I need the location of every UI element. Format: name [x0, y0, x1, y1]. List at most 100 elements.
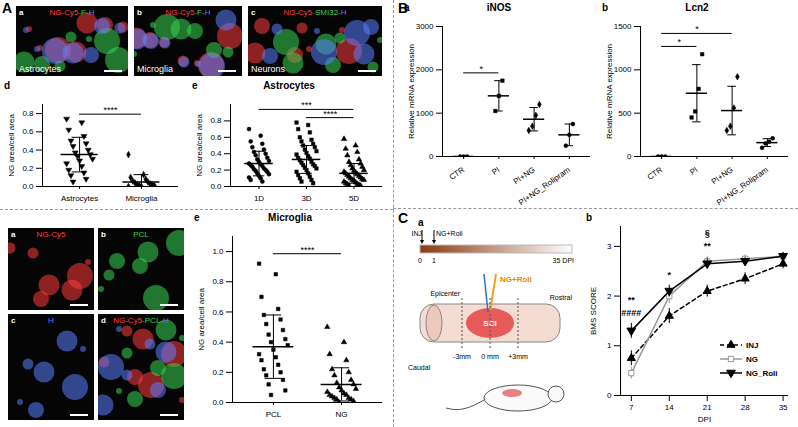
svg-text:*: * — [695, 24, 699, 34]
svg-text:Microglia: Microglia — [125, 194, 158, 203]
svg-text:INJ: INJ — [412, 230, 423, 237]
svg-text:0.8: 0.8 — [212, 277, 224, 286]
svg-text:+3mm: +3mm — [508, 353, 528, 360]
svg-text:0 mm: 0 mm — [481, 353, 499, 360]
svg-text:DPI: DPI — [698, 415, 711, 424]
svg-text:0.8: 0.8 — [210, 116, 222, 125]
svg-text:PI+NG_Rolipram: PI+NG_Rolipram — [517, 165, 572, 207]
svg-text:3: 3 — [607, 242, 612, 251]
svg-text:PI+NG: PI+NG — [710, 165, 735, 186]
svg-text:1: 1 — [607, 341, 612, 350]
svg-text:a: a — [418, 217, 424, 228]
svg-text:Astrocytes: Astrocytes — [19, 64, 62, 74]
svg-text:§: § — [705, 228, 710, 238]
svg-text:Microglia: Microglia — [137, 64, 173, 74]
svg-text:0.8: 0.8 — [22, 109, 34, 118]
svg-text:CTR: CTR — [448, 165, 467, 182]
svg-text:**: ** — [704, 241, 712, 251]
svg-text:0: 0 — [429, 152, 434, 161]
svg-text:1000: 1000 — [614, 65, 632, 74]
svg-text:***: *** — [301, 100, 312, 110]
svg-text:****: **** — [300, 245, 315, 255]
svg-text:0.0: 0.0 — [212, 398, 224, 407]
svg-text:Relative mRNA expression: Relative mRNA expression — [407, 44, 416, 139]
svg-text:1500: 1500 — [614, 22, 632, 31]
svg-text:35 DPI: 35 DPI — [553, 257, 574, 264]
svg-text:b: b — [137, 8, 142, 17]
svg-text:PI: PI — [490, 165, 501, 177]
svg-text:NG area/cell area: NG area/cell area — [7, 114, 16, 177]
svg-text:0.0: 0.0 — [22, 182, 34, 191]
svg-text:Astrocytes: Astrocytes — [61, 194, 98, 203]
svg-text:21: 21 — [703, 403, 712, 412]
svg-text:0: 0 — [607, 391, 612, 400]
svg-text:PI: PI — [688, 165, 699, 177]
svg-text:NG-Cy5-F-H: NG-Cy5-F-H — [50, 8, 95, 17]
svg-text:NG_Roli: NG_Roli — [746, 369, 778, 378]
svg-text:0.4: 0.4 — [210, 149, 222, 158]
svg-text:c: c — [11, 316, 16, 325]
svg-text:3D: 3D — [301, 194, 311, 203]
svg-text:####: #### — [621, 308, 641, 318]
svg-text:500: 500 — [618, 109, 632, 118]
svg-text:d: d — [101, 316, 106, 325]
svg-text:0: 0 — [627, 152, 632, 161]
svg-text:NG-Cy5-PCL-H: NG-Cy5-PCL-H — [113, 316, 169, 325]
svg-text:c: c — [251, 8, 256, 17]
svg-text:1: 1 — [432, 257, 436, 264]
svg-text:1000: 1000 — [416, 109, 434, 118]
svg-text:H: H — [48, 316, 54, 325]
svg-text:NG-Cy5-F-H: NG-Cy5-F-H — [166, 8, 211, 17]
svg-text:28: 28 — [741, 403, 750, 412]
svg-text:*: * — [668, 270, 672, 280]
svg-text:0.0: 0.0 — [210, 182, 222, 191]
svg-text:*: * — [678, 37, 682, 47]
svg-text:NG+Roli: NG+Roli — [500, 275, 532, 284]
svg-text:0.2: 0.2 — [212, 368, 224, 377]
svg-text:Caudal: Caudal — [408, 364, 431, 371]
svg-text:PCL: PCL — [266, 410, 282, 419]
svg-text:0.6: 0.6 — [212, 308, 224, 317]
svg-text:a: a — [11, 230, 16, 239]
svg-text:0: 0 — [418, 257, 422, 264]
svg-text:1D: 1D — [254, 194, 264, 203]
svg-text:35: 35 — [779, 403, 788, 412]
svg-text:NG-Cy5-SMI32-H: NG-Cy5-SMI32-H — [283, 8, 346, 17]
svg-text:14: 14 — [665, 403, 674, 412]
svg-text:**: ** — [628, 295, 636, 305]
svg-text:-3mm: -3mm — [453, 353, 471, 360]
svg-text:5D: 5D — [349, 194, 359, 203]
svg-text:0.4: 0.4 — [22, 146, 34, 155]
svg-text:2000: 2000 — [416, 65, 434, 74]
svg-text:PI+NG: PI+NG — [512, 165, 537, 186]
svg-text:*: * — [480, 64, 484, 74]
svg-text:NG area/cell area: NG area/cell area — [195, 114, 204, 177]
svg-text:CTR: CTR — [646, 165, 665, 182]
svg-text:****: **** — [103, 105, 118, 115]
svg-text:NG+Roli: NG+Roli — [436, 230, 463, 237]
svg-text:0.2: 0.2 — [22, 164, 34, 173]
svg-text:NG: NG — [336, 410, 348, 419]
svg-text:INJ: INJ — [746, 341, 758, 350]
svg-text:NG-Cy5: NG-Cy5 — [37, 230, 66, 239]
svg-text:PCL: PCL — [133, 230, 149, 239]
svg-text:Neurons: Neurons — [251, 64, 286, 74]
svg-text:PI+NG_Rolipram: PI+NG_Rolipram — [715, 165, 770, 207]
svg-text:Rostral: Rostral — [550, 294, 573, 301]
svg-text:NG area/cell area: NG area/cell area — [197, 288, 206, 351]
svg-text:0.2: 0.2 — [210, 166, 222, 175]
svg-text:Epicenter: Epicenter — [430, 290, 460, 298]
svg-text:****: **** — [323, 109, 338, 119]
svg-text:3000: 3000 — [416, 22, 434, 31]
svg-text:0.6: 0.6 — [22, 127, 34, 136]
svg-text:NG: NG — [746, 355, 758, 364]
svg-text:7: 7 — [629, 403, 634, 412]
svg-text:2: 2 — [607, 292, 612, 301]
svg-text:0.6: 0.6 — [210, 133, 222, 142]
svg-text:a: a — [19, 8, 24, 17]
svg-text:BMS SCORE: BMS SCORE — [589, 287, 598, 335]
svg-text:1.0: 1.0 — [212, 247, 224, 256]
svg-text:0.4: 0.4 — [212, 338, 224, 347]
svg-text:b: b — [101, 230, 106, 239]
svg-text:Relative mRNA expression: Relative mRNA expression — [605, 44, 614, 139]
